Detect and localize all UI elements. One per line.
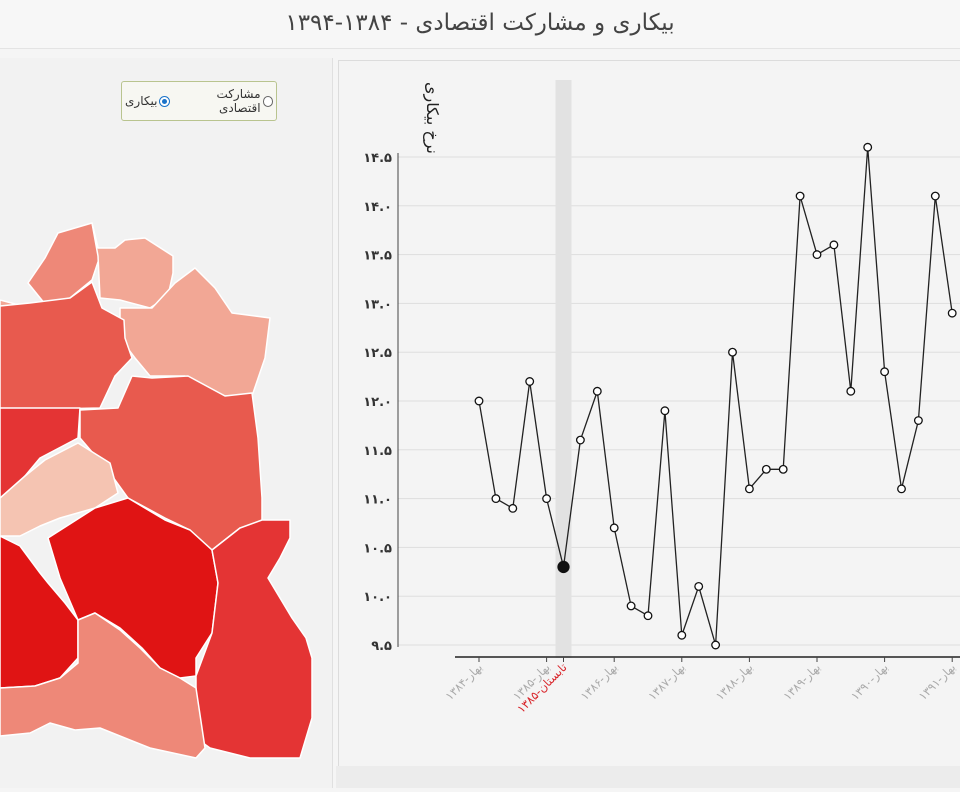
map-county-north-east[interactable] xyxy=(119,267,271,397)
bottom-strip xyxy=(336,766,960,788)
map-panel xyxy=(0,58,333,788)
map-county-center[interactable] xyxy=(79,375,263,551)
page-title: بیکاری و مشارکت اقتصادی - ۱۳۸۴-۱۳۹۴ xyxy=(0,0,960,49)
map-county-center-west[interactable] xyxy=(0,442,119,537)
participation-radio[interactable] xyxy=(262,95,273,107)
map-county-north-center[interactable] xyxy=(91,222,174,309)
unemployment-label: بیکاری xyxy=(125,94,158,108)
map-county-west-upper[interactable] xyxy=(0,407,81,499)
participation-label: مشارکت اقتصادی xyxy=(216,87,261,115)
indicator-toggle: مشارکت اقتصادی بیکاری xyxy=(121,81,277,121)
map-county-west-central[interactable] xyxy=(0,281,133,411)
unemployment-radio[interactable] xyxy=(159,95,171,107)
map-county-south-east[interactable] xyxy=(195,519,313,759)
option-participation[interactable]: مشارکت اقتصادی xyxy=(176,87,273,115)
map-county-south-west-lower[interactable] xyxy=(0,612,206,759)
province-map xyxy=(0,222,313,759)
option-unemployment[interactable]: بیکاری xyxy=(125,94,171,108)
chart-panel xyxy=(338,60,960,767)
